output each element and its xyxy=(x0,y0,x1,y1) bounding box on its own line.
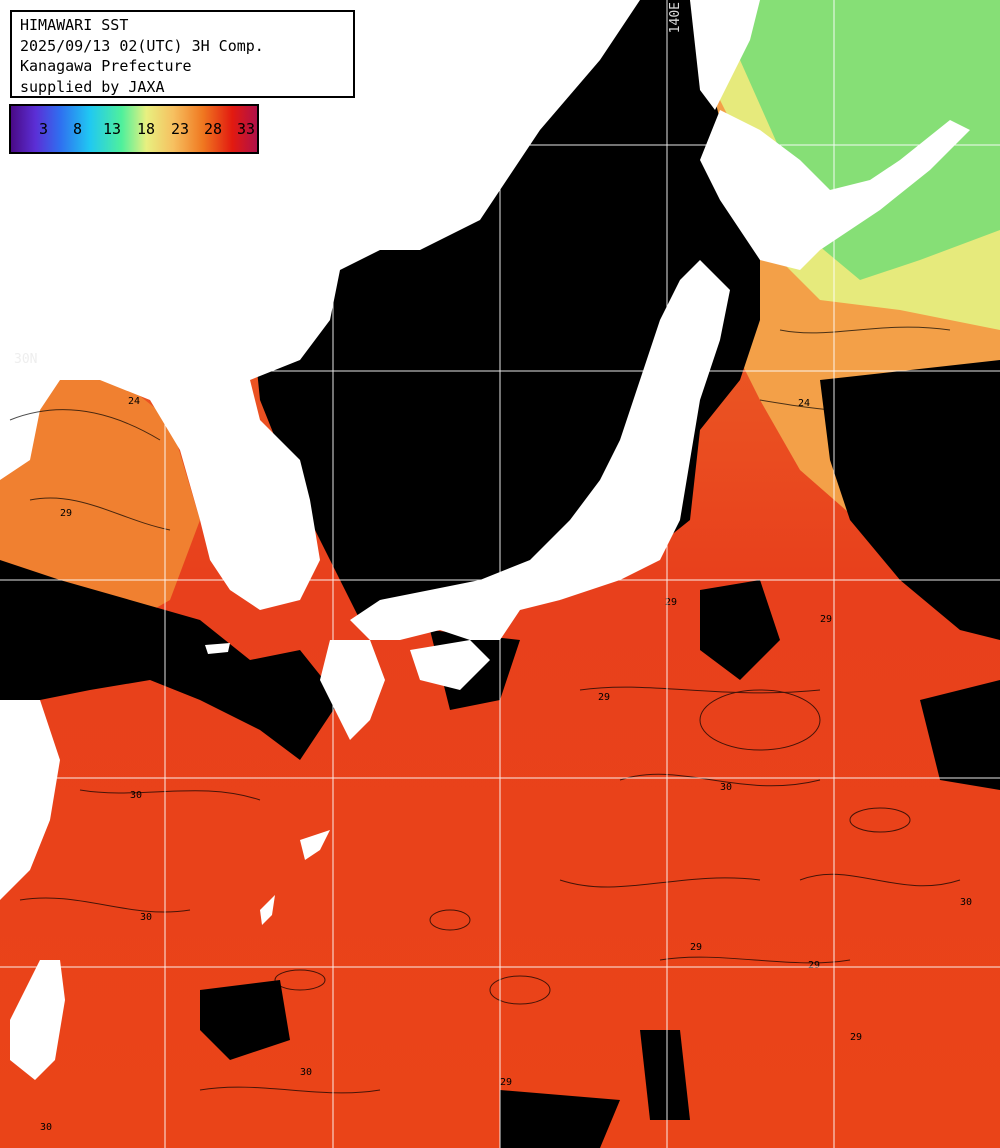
contour-label: 24 xyxy=(798,398,810,409)
colorbar-tick: 18 xyxy=(137,120,156,138)
contour-label: 29 xyxy=(598,692,610,703)
contour-label: 30 xyxy=(960,897,972,908)
colorbar-tick: 23 xyxy=(171,120,190,138)
map-region: Kanagawa Prefecture xyxy=(20,57,192,75)
land-honshu xyxy=(350,260,730,640)
contour-label: 29 xyxy=(665,597,677,608)
northeast-coldest-zone xyxy=(700,0,1000,280)
contour-labels: 24 24 29 29 29 29 30 30 30 29 29 30 29 2… xyxy=(40,396,972,1133)
cloud-patch-2 xyxy=(920,680,1000,790)
land-island-jeju xyxy=(205,643,230,654)
map-timestamp: 2025/09/13 02(UTC) 3H Comp. xyxy=(20,36,264,55)
land-kyushu xyxy=(320,640,385,740)
land-china-coast xyxy=(0,700,60,900)
latitude-label: 30N xyxy=(14,352,38,367)
land-shikoku xyxy=(410,640,490,690)
land-sakhalin xyxy=(690,0,760,110)
cloud-patch-1 xyxy=(700,580,780,680)
contour-label: 30 xyxy=(300,1067,312,1078)
cloud-patch-4 xyxy=(200,980,290,1060)
sst-contours xyxy=(9,326,961,1094)
colorbar-tick: 28 xyxy=(204,120,223,138)
sst-colorbar: 3 8 13 18 23 28 33 xyxy=(9,104,259,154)
cloud-patch-6 xyxy=(500,1090,620,1148)
contour-label: 30 xyxy=(720,782,732,793)
contour-label: 30 xyxy=(130,790,142,801)
longitude-label: 140E xyxy=(668,2,683,34)
contour-label: 30 xyxy=(40,1122,52,1133)
cloud-mass-east xyxy=(820,360,1000,640)
contour-label: 29 xyxy=(60,508,72,519)
colorbar-tick: 33 xyxy=(237,120,256,138)
map-credit: supplied by JAXA xyxy=(20,77,165,96)
contour-label: 30 xyxy=(140,912,152,923)
land-taiwan xyxy=(10,960,65,1080)
map-info-box: HIMAWARI SST 2025/09/13 02(UTC) 3H Comp.… xyxy=(10,10,355,98)
land-hokkaido xyxy=(700,110,970,270)
contour-label: 29 xyxy=(500,1077,512,1088)
contour-label: 29 xyxy=(808,960,820,971)
cloud-patch-5 xyxy=(640,1030,690,1120)
contour-label: 24 xyxy=(128,396,140,407)
contour-label: 29 xyxy=(850,1032,862,1043)
yellow-sea-warm-zone xyxy=(0,340,200,640)
map-title: HIMAWARI SST xyxy=(20,16,129,34)
colorbar-tick: 13 xyxy=(103,120,122,138)
land-island-amami xyxy=(300,830,330,860)
land-island-okinawa xyxy=(260,895,275,925)
cloud-mass-west xyxy=(0,560,340,760)
colorbar-tick: 8 xyxy=(73,120,83,138)
contour-label: 29 xyxy=(820,614,832,625)
colorbar-tick: 3 xyxy=(39,120,49,138)
contour-label: 29 xyxy=(690,942,702,953)
